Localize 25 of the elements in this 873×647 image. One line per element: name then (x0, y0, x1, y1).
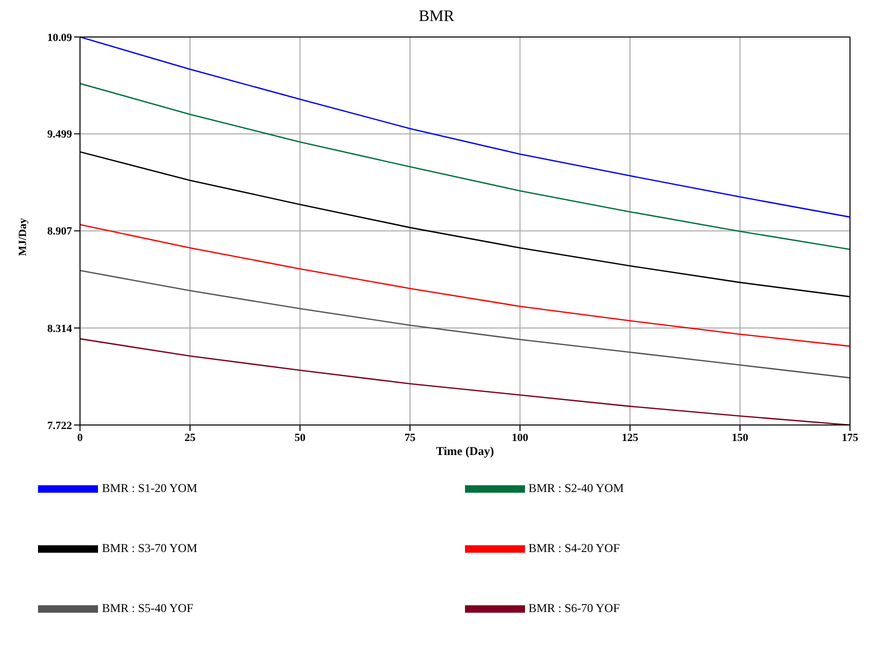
legend-label: BMR : S2-40 YOM (528, 480, 624, 495)
x-tick-label: 175 (842, 432, 859, 444)
y-tick-label: 8.907 (47, 226, 72, 238)
line-series (80, 82, 850, 250)
line-series (80, 224, 850, 347)
x-axis-title: Time (Day) (436, 444, 494, 458)
x-tick-label: 0 (77, 432, 84, 444)
y-tick-label: 7.722 (47, 420, 72, 432)
x-tick-label: 50 (294, 432, 306, 444)
y-tick-label: 10.09 (47, 32, 72, 44)
legend-label: BMR : S4-20 YOF (528, 540, 620, 555)
x-tick-label: 100 (512, 432, 529, 444)
y-tick-label: 9.499 (47, 128, 72, 141)
y-axis-title: MJ/Day (16, 218, 29, 256)
legend-label: BMR : S5-40 YOF (102, 600, 194, 615)
x-tick-label: 150 (732, 432, 749, 444)
chart-title: BMR (418, 8, 456, 27)
x-tick-label: 25 (184, 432, 196, 444)
x-tick-label: 125 (622, 432, 639, 444)
x-tick-label: 75 (404, 432, 416, 444)
legend-label: BMR : S3-70 YOM (102, 540, 198, 555)
line-series (80, 270, 850, 378)
legend-label: BMR : S6-70 YOF (528, 600, 620, 615)
legend-label: BMR : S1-20 YOM (102, 480, 198, 495)
y-tick-label: 8.314 (47, 322, 72, 335)
